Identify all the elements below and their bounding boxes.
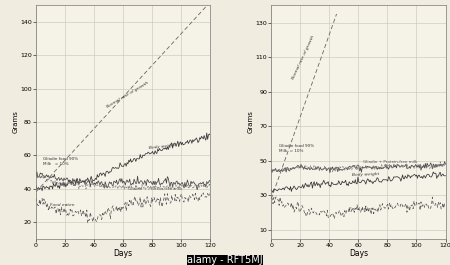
Text: Normal rate of growth: Normal rate of growth bbox=[291, 34, 315, 80]
Text: Body weight: Body weight bbox=[148, 143, 176, 150]
Y-axis label: Grams: Grams bbox=[248, 111, 254, 133]
Text: Body weight: Body weight bbox=[352, 172, 379, 177]
Text: alamy - RFT5MJ: alamy - RFT5MJ bbox=[187, 255, 263, 265]
Text: Normal rate of growth: Normal rate of growth bbox=[106, 81, 149, 109]
Text: Gliadin + Protein-free milk: Gliadin + Protein-free milk bbox=[128, 187, 182, 191]
X-axis label: Days: Days bbox=[349, 249, 368, 258]
Text: Gliadin food 90%
Milk  = 10%: Gliadin food 90% Milk = 10% bbox=[279, 144, 314, 153]
Text: Food eaten: Food eaten bbox=[50, 203, 74, 207]
Text: Gliadin + Protein-free milk: Gliadin + Protein-free milk bbox=[363, 161, 418, 165]
X-axis label: Days: Days bbox=[113, 249, 133, 258]
Text: Food eaten: Food eaten bbox=[349, 207, 373, 211]
Y-axis label: Grams: Grams bbox=[13, 111, 19, 133]
Text: Gliadin food 90%
Milk   = 10%: Gliadin food 90% Milk = 10% bbox=[43, 157, 78, 166]
